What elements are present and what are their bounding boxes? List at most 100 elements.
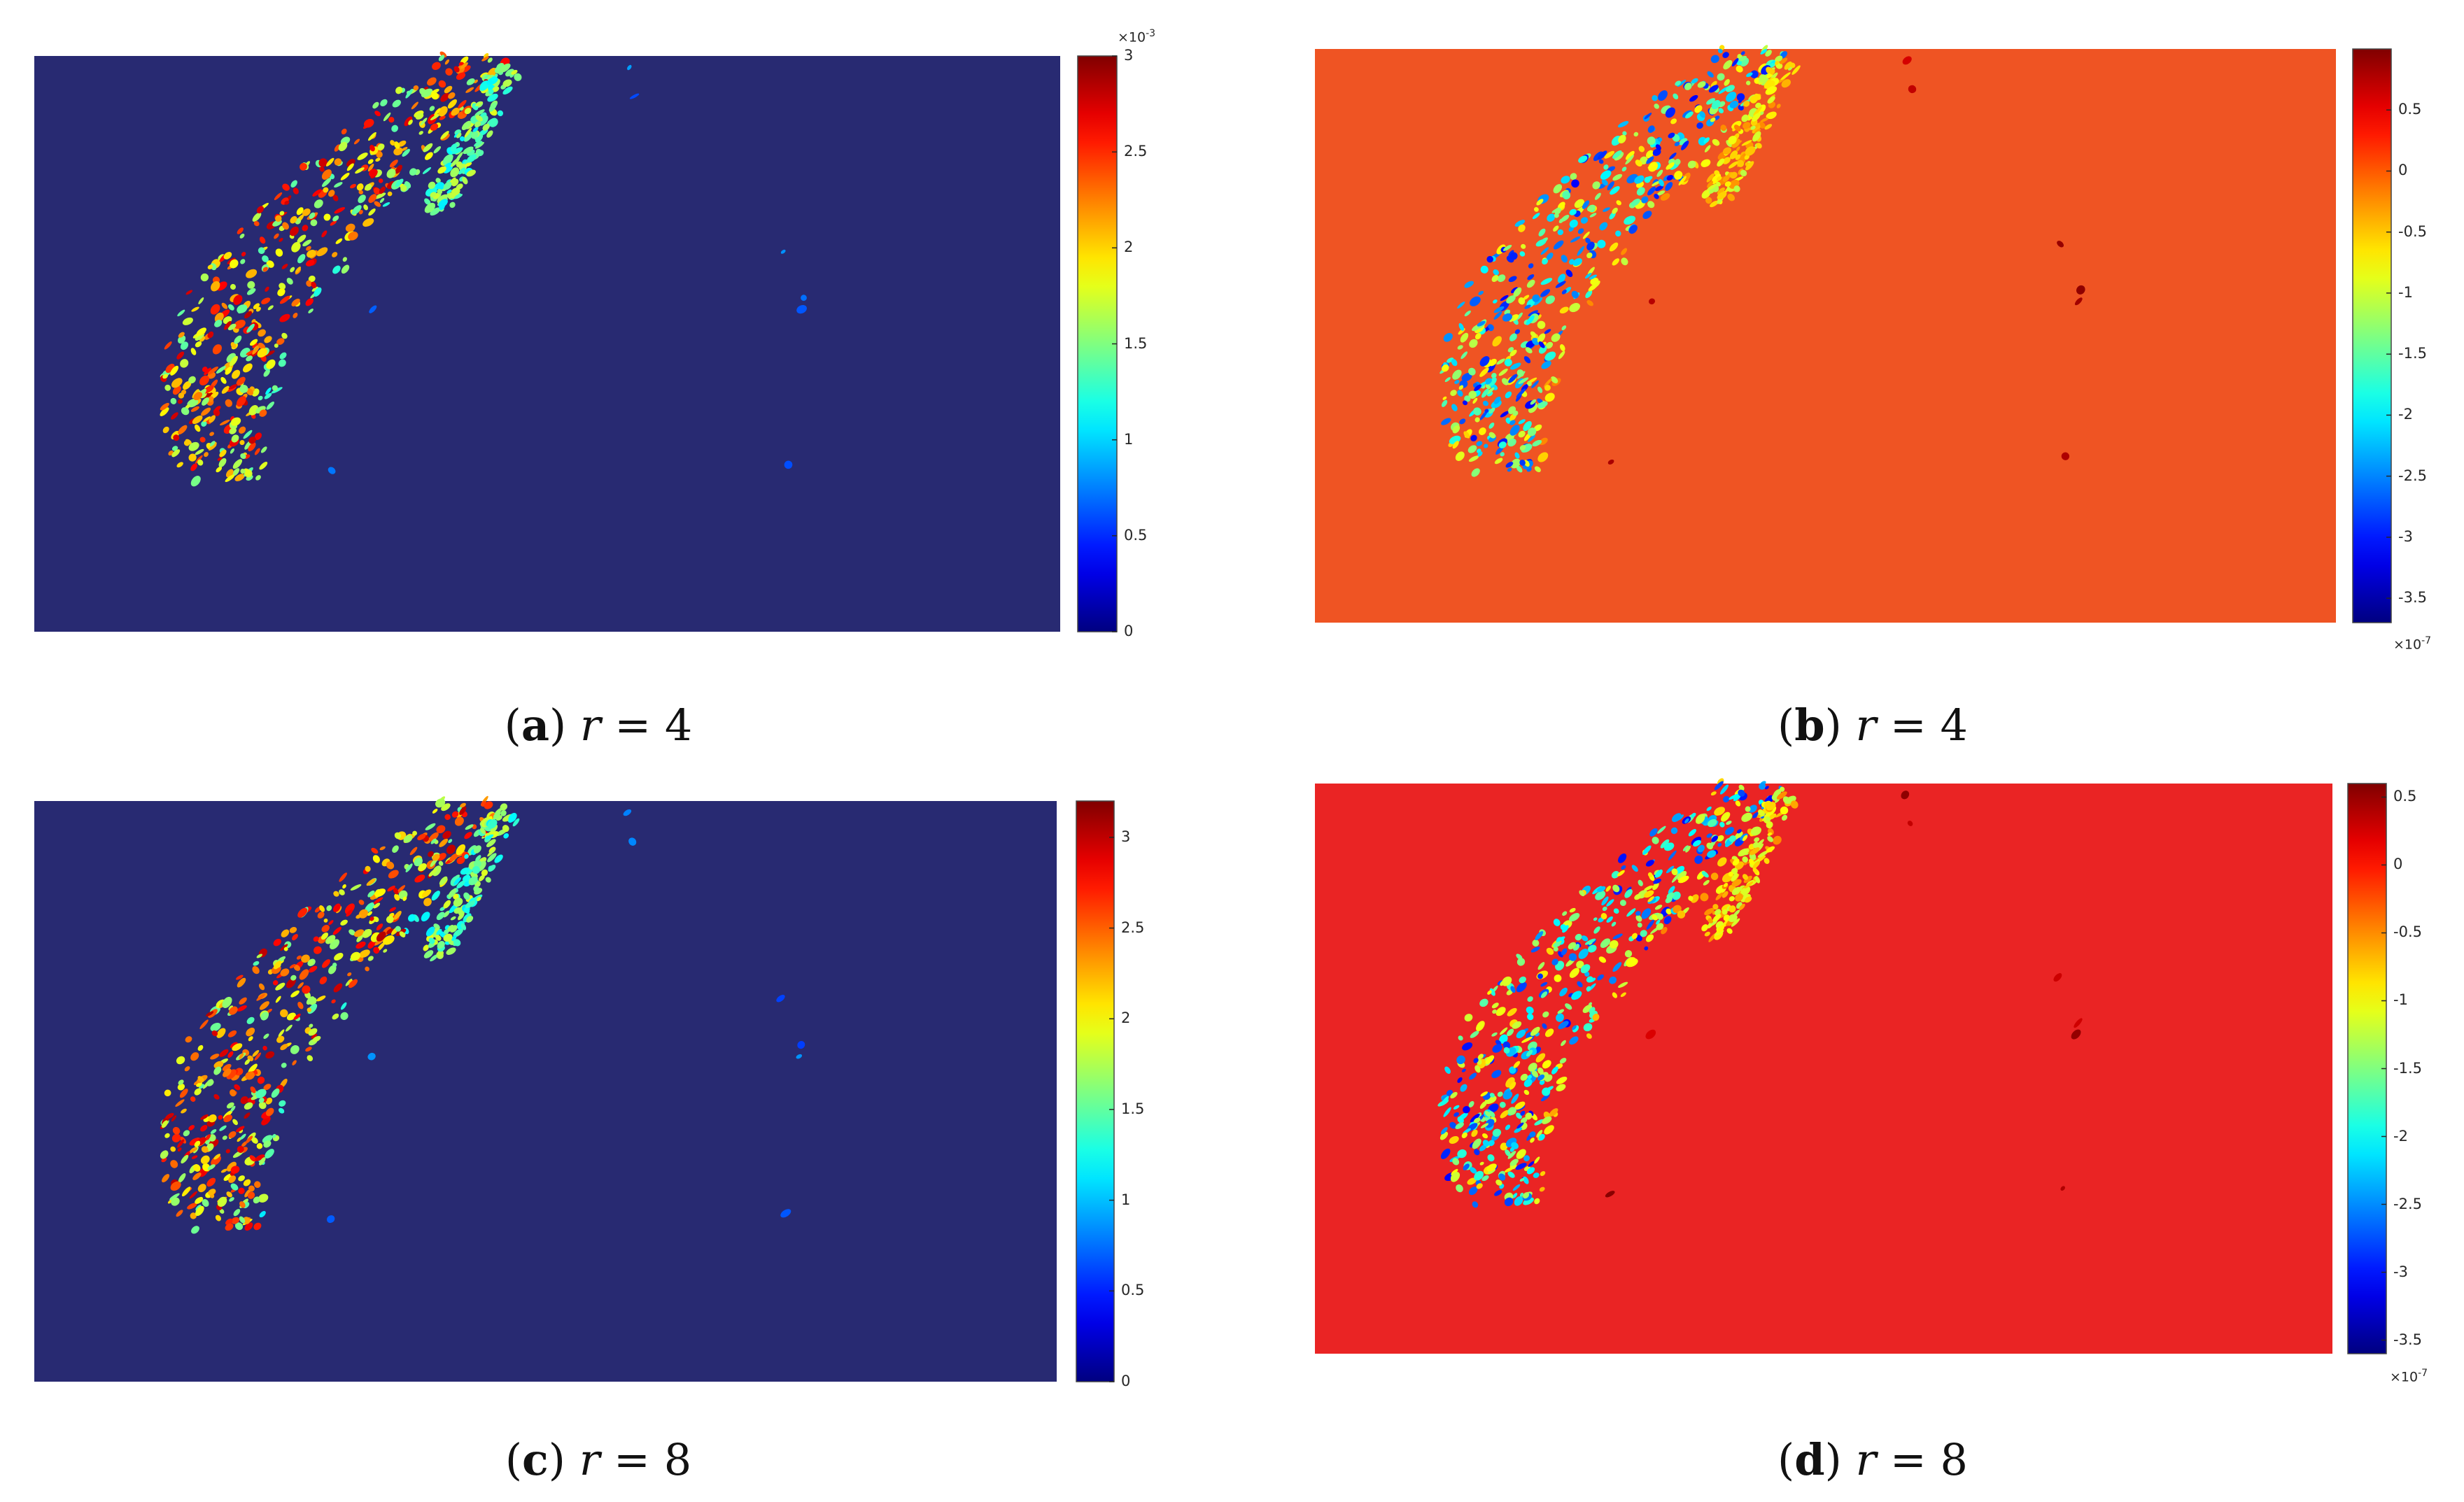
- heatmap-cell: [333, 983, 343, 993]
- heatmap-cell: [181, 407, 190, 416]
- heatmap-cell: [330, 220, 337, 226]
- heatmap-cell: [312, 1035, 321, 1042]
- heatmap-cell: [350, 183, 356, 189]
- heatmap-cell: [1509, 425, 1520, 436]
- heatmap-cell: [1735, 800, 1741, 807]
- heatmap-cell: [1528, 310, 1539, 317]
- heatmap-cell: [1660, 839, 1670, 849]
- heatmap-cell: [369, 305, 377, 313]
- heatmap-cell: [250, 339, 258, 346]
- heatmap-cell: [438, 80, 446, 88]
- colorbar-tick-label: 0: [1121, 1373, 1131, 1389]
- heatmap-cell: [231, 434, 239, 443]
- heatmap-cell: [1622, 131, 1627, 136]
- heatmap-cell: [1710, 200, 1719, 208]
- heatmap-cell: [1727, 193, 1736, 201]
- heatmap-cell: [502, 86, 513, 95]
- heatmap-cell: [227, 304, 234, 311]
- heatmap-cell: [414, 857, 423, 867]
- heatmap-cell: [199, 437, 206, 443]
- heatmap-cell: [1509, 1082, 1516, 1090]
- colorbar-tick-label: -2.5: [2393, 1195, 2422, 1212]
- heatmap-cell: [266, 359, 276, 369]
- heatmap-cell: [1468, 390, 1477, 399]
- heatmap-cell: [1642, 211, 1652, 219]
- heatmap-cell: [314, 199, 323, 208]
- heatmap-cell: [1508, 276, 1517, 283]
- heatmap-cell: [201, 407, 211, 416]
- heatmap-cell: [395, 178, 404, 187]
- heatmap-cell: [218, 1114, 223, 1120]
- heatmap-cell: [290, 226, 299, 236]
- heatmap-cell: [1620, 992, 1626, 998]
- heatmap-cell: [463, 131, 473, 142]
- heatmap-cell: [1523, 295, 1530, 300]
- caption-b: (b) r = 4: [1777, 700, 1968, 751]
- heatmap-cell: [1453, 1105, 1460, 1110]
- heatmap-cell: [204, 452, 209, 458]
- heatmap-cell: [1526, 279, 1535, 288]
- heatmap-cell: [1579, 890, 1585, 897]
- heatmap-cell: [1516, 1122, 1524, 1129]
- heatmap-cell: [1540, 1170, 1546, 1177]
- heatmap-cell: [197, 1076, 204, 1082]
- heatmap-cell: [1722, 909, 1728, 915]
- heatmap-cell: [340, 172, 350, 180]
- heatmap-cell: [359, 949, 370, 958]
- heatmap-cell: [1587, 267, 1595, 276]
- heatmap-cell: [1746, 72, 1753, 78]
- heatmap-cell: [1675, 80, 1682, 86]
- heatmap-cell: [1516, 958, 1526, 966]
- heatmap-cell: [1497, 274, 1506, 283]
- heatmap-cell: [1513, 1061, 1521, 1068]
- heatmap-cell: [233, 1209, 241, 1217]
- heatmap-cell: [435, 798, 446, 808]
- heatmap-cell: [1610, 186, 1620, 195]
- heatmap-cell: [232, 459, 243, 469]
- heatmap-cell: [356, 183, 364, 191]
- heatmap-cell: [1474, 1149, 1480, 1156]
- heatmap-cell: [1754, 837, 1760, 842]
- heatmap-cell: [1582, 200, 1590, 209]
- heatmap-cell: [405, 863, 413, 872]
- heatmap-cell: [1491, 1070, 1502, 1079]
- heatmap-cell: [1607, 181, 1614, 191]
- heatmap-cell: [1551, 376, 1558, 383]
- heatmap-cell: [1581, 935, 1589, 942]
- heatmap-cell: [1537, 1074, 1545, 1081]
- heatmap-cell: [341, 264, 350, 274]
- heatmap-cell: [447, 99, 457, 109]
- heatmap-cell: [187, 1203, 197, 1210]
- heatmap-cell: [1556, 1077, 1568, 1084]
- heatmap-cell: [1482, 400, 1489, 406]
- heatmap-cell: [265, 1107, 274, 1117]
- heatmap-cell: [237, 227, 244, 234]
- caption-value: 4: [664, 700, 693, 751]
- heatmap-cell: [1516, 388, 1526, 398]
- heatmap-cell: [1741, 114, 1749, 122]
- heatmap-cell: [210, 1054, 220, 1060]
- heatmap-cell: [211, 1030, 218, 1037]
- heatmap-cell: [1764, 124, 1773, 130]
- heatmap-cell: [367, 891, 375, 898]
- heatmap-cell: [1648, 298, 1656, 305]
- heatmap-cell: [1443, 1107, 1451, 1117]
- heatmap-cell: [1597, 886, 1606, 893]
- heatmap-cell: [1657, 826, 1666, 834]
- heatmap-cell: [1740, 886, 1751, 896]
- heatmap-cell: [1527, 996, 1533, 1002]
- heatmap-cell: [1707, 71, 1714, 78]
- heatmap-cell: [1505, 1124, 1511, 1131]
- heatmap-cell: [1557, 274, 1566, 283]
- heatmap-cell: [175, 1099, 185, 1107]
- heatmap-cell: [475, 134, 484, 143]
- heatmap-cell: [1488, 325, 1493, 330]
- heatmap-cell: [1701, 924, 1708, 932]
- heatmap-cell: [1612, 207, 1618, 214]
- heatmap-cell: [1577, 228, 1584, 234]
- heatmap-cell: [422, 167, 432, 174]
- heatmap-cell: [1520, 1073, 1528, 1081]
- heatmap-cell: [265, 387, 272, 395]
- heatmap-cell: [190, 406, 199, 412]
- heatmap-cell: [1674, 171, 1683, 180]
